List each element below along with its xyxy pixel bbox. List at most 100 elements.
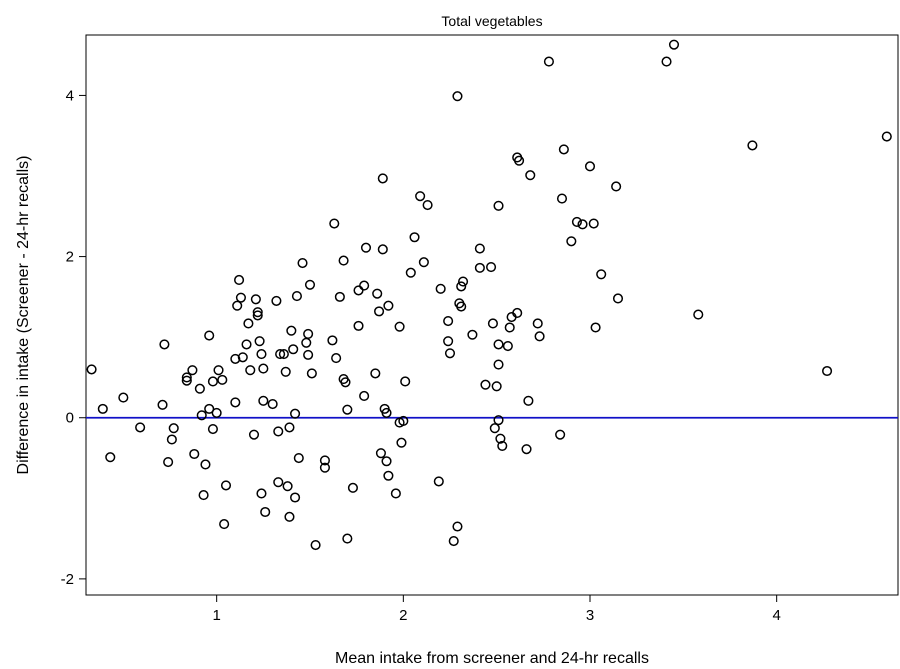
data-point bbox=[747, 140, 758, 151]
data-point bbox=[377, 173, 388, 184]
data-point bbox=[381, 407, 392, 418]
data-point bbox=[370, 368, 381, 379]
data-point bbox=[252, 310, 263, 321]
data-point bbox=[237, 352, 248, 363]
data-point bbox=[290, 492, 301, 503]
data-point bbox=[329, 218, 340, 229]
plot-frame bbox=[85, 34, 899, 596]
data-point bbox=[359, 280, 370, 291]
data-point bbox=[157, 399, 168, 410]
data-point bbox=[590, 322, 601, 333]
data-point bbox=[480, 379, 491, 390]
data-point bbox=[207, 423, 218, 435]
data-point bbox=[303, 349, 314, 360]
data-point bbox=[458, 276, 469, 287]
data-point bbox=[881, 131, 892, 142]
data-point bbox=[556, 193, 568, 204]
data-point bbox=[284, 511, 295, 522]
data-point bbox=[340, 377, 351, 388]
data-point bbox=[235, 292, 246, 303]
data-point bbox=[245, 365, 256, 376]
data-point bbox=[271, 295, 282, 306]
y-tick-label: 4 bbox=[66, 87, 74, 104]
data-point bbox=[293, 452, 304, 464]
data-point bbox=[258, 363, 269, 374]
data-point bbox=[514, 155, 525, 166]
data-point bbox=[543, 56, 554, 67]
data-point bbox=[232, 300, 243, 311]
data-point bbox=[435, 283, 446, 294]
data-point bbox=[290, 408, 301, 419]
data-point bbox=[467, 329, 478, 340]
data-point bbox=[577, 219, 588, 230]
data-point bbox=[452, 521, 463, 532]
data-points bbox=[86, 39, 892, 551]
data-point bbox=[474, 243, 485, 254]
data-point bbox=[260, 506, 271, 518]
data-point bbox=[377, 244, 388, 255]
data-point bbox=[241, 339, 252, 350]
data-point bbox=[409, 232, 420, 243]
data-point bbox=[168, 423, 179, 434]
data-point bbox=[383, 300, 394, 311]
data-point bbox=[405, 267, 416, 278]
chart-title: Total vegetables bbox=[441, 13, 542, 29]
data-point bbox=[443, 336, 454, 347]
data-point bbox=[360, 242, 372, 253]
data-point bbox=[207, 376, 218, 387]
data-point bbox=[310, 539, 321, 551]
data-point bbox=[275, 349, 286, 360]
data-point bbox=[422, 199, 433, 211]
data-point bbox=[181, 375, 192, 386]
data-point bbox=[217, 374, 228, 385]
data-point bbox=[493, 415, 504, 426]
data-point bbox=[319, 455, 330, 466]
data-point bbox=[558, 144, 569, 155]
data-point bbox=[288, 344, 299, 355]
data-point bbox=[443, 315, 454, 327]
data-point bbox=[86, 364, 97, 375]
data-point bbox=[273, 477, 284, 488]
data-point bbox=[504, 322, 515, 333]
data-point bbox=[512, 307, 523, 319]
y-tick-label: 2 bbox=[66, 249, 74, 266]
data-point bbox=[220, 480, 232, 491]
data-point bbox=[523, 395, 534, 406]
data-point bbox=[381, 456, 392, 467]
data-point bbox=[452, 91, 463, 102]
data-point bbox=[555, 429, 566, 440]
data-point bbox=[584, 161, 596, 172]
data-point bbox=[319, 462, 330, 473]
data-point bbox=[444, 348, 456, 359]
data-point bbox=[353, 320, 364, 331]
data-point bbox=[456, 301, 467, 312]
data-point bbox=[327, 335, 338, 346]
data-point bbox=[612, 293, 624, 304]
data-point bbox=[693, 309, 704, 320]
x-tick-label: 4 bbox=[772, 607, 780, 624]
data-point bbox=[448, 535, 459, 547]
data-point bbox=[375, 448, 386, 459]
data-point bbox=[493, 359, 504, 370]
data-point bbox=[248, 429, 260, 440]
data-point bbox=[521, 444, 532, 455]
y-tick-label: -2 bbox=[61, 571, 74, 588]
data-point bbox=[200, 459, 211, 470]
data-point bbox=[571, 216, 582, 227]
data-point bbox=[487, 318, 498, 329]
data-point bbox=[661, 56, 672, 67]
data-point bbox=[211, 407, 222, 418]
data-point bbox=[163, 457, 174, 468]
data-point bbox=[390, 488, 401, 499]
data-point bbox=[342, 404, 353, 415]
data-point bbox=[189, 448, 200, 460]
data-point bbox=[525, 170, 536, 181]
data-point bbox=[291, 291, 302, 302]
data-point bbox=[491, 381, 502, 392]
data-point bbox=[374, 306, 385, 317]
data-point bbox=[588, 218, 599, 229]
data-point bbox=[433, 476, 444, 487]
data-point bbox=[497, 440, 508, 451]
data-point bbox=[198, 490, 209, 501]
